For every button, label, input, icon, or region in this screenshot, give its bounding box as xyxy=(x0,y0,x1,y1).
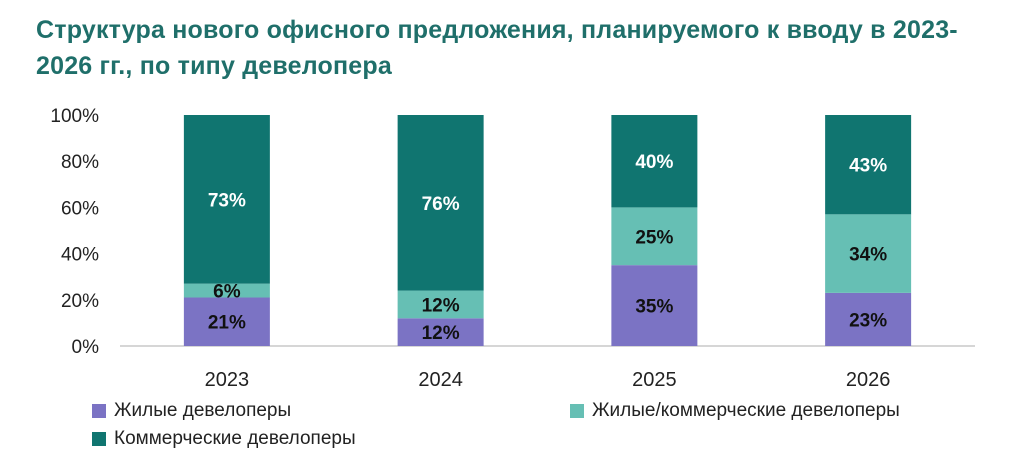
x-tick-label: 2023 xyxy=(205,369,250,391)
y-tick-label: 60% xyxy=(61,198,99,219)
bar-residential-2023 xyxy=(183,297,270,346)
y-tick-label: 0% xyxy=(72,337,100,358)
data-label-residential-2024: 12% xyxy=(422,323,460,344)
data-label-residential-2023: 21% xyxy=(208,313,246,334)
legend-label-residential: Жилые девелоперы xyxy=(114,400,292,421)
bar-residential-2024 xyxy=(397,318,484,346)
bar-commercial-2024 xyxy=(397,115,484,291)
y-tick-label: 80% xyxy=(61,152,99,173)
data-label-mixed-2023: 6% xyxy=(213,282,241,303)
y-tick-label: 20% xyxy=(61,291,99,312)
data-label-commercial-2024: 76% xyxy=(422,194,460,215)
legend-label-commercial: Коммерческие девелоперы xyxy=(114,428,356,449)
data-label-residential-2025: 35% xyxy=(635,297,673,318)
legend-swatch-residential xyxy=(92,404,106,418)
bar-commercial-2025 xyxy=(611,115,698,208)
bar-mixed-2023 xyxy=(183,283,270,298)
data-label-residential-2026: 23% xyxy=(849,310,887,331)
x-tick-label: 2024 xyxy=(418,369,463,391)
chart-title: Структура нового офисного предложения, п… xyxy=(36,16,958,80)
legend-item-commercial: Коммерческие девелоперы xyxy=(92,428,356,450)
bar-commercial-2026 xyxy=(825,115,912,215)
bar-mixed-2025 xyxy=(611,207,698,266)
bar-mixed-2026 xyxy=(825,214,912,293)
legend-item-residential: Жилые девелоперы xyxy=(92,400,291,422)
data-label-mixed-2024: 12% xyxy=(422,295,460,316)
legend-swatch-commercial xyxy=(92,432,106,446)
x-tick-label: 2025 xyxy=(632,369,677,391)
legend-label-mixed: Жилые/коммерческие девелоперы xyxy=(592,400,900,421)
data-label-commercial-2026: 43% xyxy=(849,156,887,177)
bar-residential-2025 xyxy=(611,265,698,346)
bar-commercial-2023 xyxy=(183,115,270,284)
legend-swatch-mixed xyxy=(570,404,584,418)
bar-mixed-2024 xyxy=(397,290,484,319)
y-tick-label: 100% xyxy=(50,106,99,127)
data-label-commercial-2025: 40% xyxy=(635,152,673,173)
y-tick-label: 40% xyxy=(61,245,99,266)
data-label-mixed-2026: 34% xyxy=(849,245,887,266)
data-label-commercial-2023: 73% xyxy=(208,190,246,211)
x-tick-label: 2026 xyxy=(846,369,891,391)
data-label-mixed-2025: 25% xyxy=(635,227,673,248)
bar-residential-2026 xyxy=(825,292,912,346)
legend-item-mixed: Жилые/коммерческие девелоперы xyxy=(570,400,900,422)
